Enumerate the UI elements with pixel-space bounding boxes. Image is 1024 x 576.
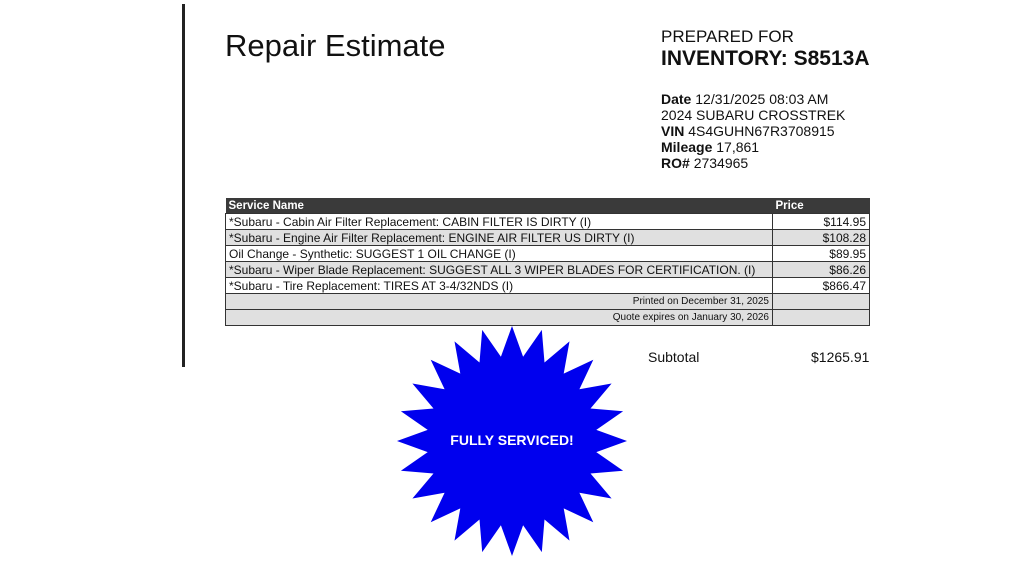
service-price: $108.28 <box>772 229 870 246</box>
header-service-name: Service Name <box>225 198 773 214</box>
starburst-shape <box>397 326 627 556</box>
subtotal-label: Subtotal <box>648 349 700 365</box>
table-row: *Subaru - Wiper Blade Replacement: SUGGE… <box>225 261 870 278</box>
service-name: *Subaru - Engine Air Filter Replacement:… <box>225 229 773 246</box>
ro-label: RO# <box>661 155 690 171</box>
expires-note: Quote expires on January 30, 2026 <box>225 309 773 326</box>
prepared-for-label: PREPARED FOR <box>661 27 794 46</box>
footer-row: Quote expires on January 30, 2026 <box>225 309 870 326</box>
vin-value: 4S4GUHN67R3708915 <box>688 123 835 139</box>
header-price: Price <box>772 198 870 214</box>
margin-line <box>182 4 185 367</box>
page-title: Repair Estimate <box>225 28 446 63</box>
date-value: 12/31/2025 08:03 AM <box>695 91 829 107</box>
service-price: $86.26 <box>772 261 870 278</box>
vehicle-info: Date 12/31/2025 08:03 AM 2024 SUBARU CRO… <box>661 91 845 171</box>
ro-value: 2734965 <box>693 155 749 171</box>
service-name: Oil Change - Synthetic: SUGGEST 1 OIL CH… <box>225 245 773 262</box>
service-name: *Subaru - Cabin Air Filter Replacement: … <box>225 213 773 230</box>
service-price: $114.95 <box>772 213 870 230</box>
table-row: *Subaru - Engine Air Filter Replacement:… <box>225 229 870 246</box>
table-row: *Subaru - Cabin Air Filter Replacement: … <box>225 213 870 230</box>
mileage-value: 17,861 <box>716 139 760 155</box>
empty-cell <box>772 293 870 310</box>
inventory-number: INVENTORY: S8513A <box>661 47 870 70</box>
mileage-label: Mileage <box>661 139 713 155</box>
service-name: *Subaru - Wiper Blade Replacement: SUGGE… <box>225 261 773 278</box>
service-price: $89.95 <box>772 245 870 262</box>
date-label: Date <box>661 91 692 107</box>
empty-cell <box>772 309 870 326</box>
table-row: Oil Change - Synthetic: SUGGEST 1 OIL CH… <box>225 245 870 262</box>
vin-label: VIN <box>661 123 685 139</box>
services-table: Service Name Price *Subaru - Cabin Air F… <box>225 198 870 326</box>
subtotal-value: $1265.91 <box>811 349 870 365</box>
stamp-text: FULLY SERVICED! <box>450 432 574 448</box>
vehicle-name: 2024 SUBARU CROSSTREK <box>661 107 846 123</box>
